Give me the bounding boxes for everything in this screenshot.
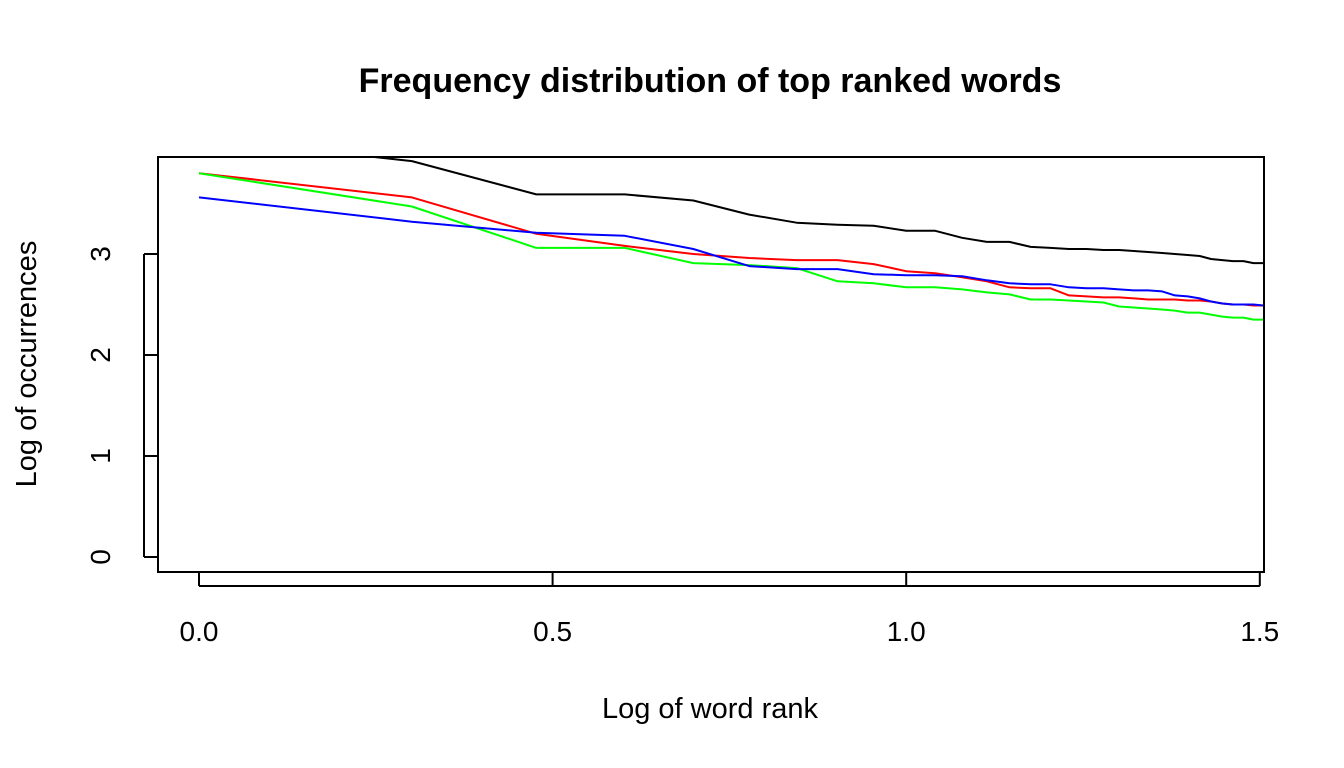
x-axis: 0.0 0.5 1.0 1.5: [180, 572, 1279, 647]
x-tick-label: 1.5: [1240, 616, 1279, 647]
y-axis: 0 1 2 3: [85, 246, 158, 565]
y-tick-label: 0: [85, 549, 116, 565]
series-line-2: [198, 172, 1264, 307]
y-tick-label: 2: [85, 347, 116, 363]
x-tick-label: 0.5: [533, 616, 572, 647]
chart-title: Frequency distribution of top ranked wor…: [359, 62, 1062, 100]
x-tick-label: 0.0: [180, 616, 219, 647]
series-line-4: [198, 196, 1264, 307]
x-tick-label: 1.0: [887, 616, 926, 647]
y-tick-label: 1: [85, 448, 116, 464]
series-layer: [198, 157, 1264, 321]
series-line-1: [365, 157, 1264, 265]
plot-frame: [157, 156, 1265, 573]
x-axis-label: Log of word rank: [602, 693, 819, 725]
y-axis-label: Log of occurrences: [11, 241, 43, 488]
y-tick-label: 3: [85, 246, 116, 262]
